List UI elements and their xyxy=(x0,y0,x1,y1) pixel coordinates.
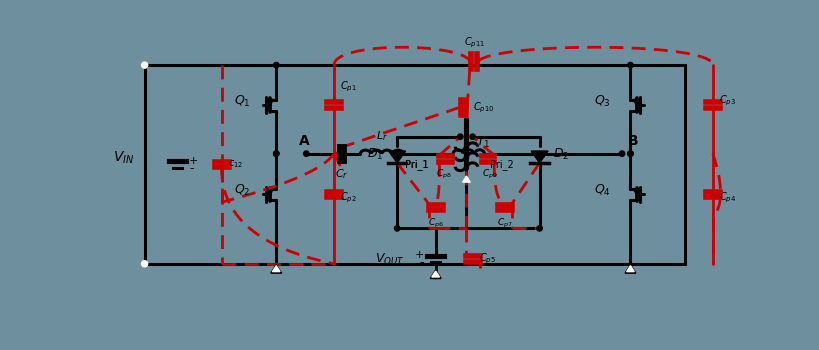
Text: $L_r$: $L_r$ xyxy=(375,129,387,143)
Text: -: - xyxy=(189,162,193,175)
Text: +: + xyxy=(189,156,198,166)
Text: $C_{p9}$: $C_{p9}$ xyxy=(481,168,497,181)
Text: $C_{p10}$: $C_{p10}$ xyxy=(472,100,493,115)
Circle shape xyxy=(142,261,147,267)
Text: $Q_1$: $Q_1$ xyxy=(234,94,251,109)
Polygon shape xyxy=(388,151,405,163)
Text: $C_{p5}$: $C_{p5}$ xyxy=(478,252,495,266)
Text: $C_{p7}$: $C_{p7}$ xyxy=(496,217,512,230)
Polygon shape xyxy=(626,266,634,272)
Circle shape xyxy=(627,151,632,156)
Text: $C_{p11}$: $C_{p11}$ xyxy=(463,35,484,50)
Text: $D_1$: $D_1$ xyxy=(366,147,382,162)
Text: Pri_1: Pri_1 xyxy=(405,159,428,170)
Polygon shape xyxy=(270,265,281,273)
Text: $C_{p1}$: $C_{p1}$ xyxy=(340,79,356,93)
Text: $D_2$: $D_2$ xyxy=(553,147,569,162)
Circle shape xyxy=(469,134,475,139)
Text: A: A xyxy=(299,134,310,148)
Text: $C_{p2}$: $C_{p2}$ xyxy=(340,190,356,205)
Circle shape xyxy=(627,151,632,156)
Circle shape xyxy=(627,62,632,68)
Text: $Q_3$: $Q_3$ xyxy=(594,94,610,109)
Circle shape xyxy=(142,62,147,68)
Polygon shape xyxy=(464,177,468,181)
Polygon shape xyxy=(430,270,441,279)
Circle shape xyxy=(274,62,278,68)
Text: $C_{p3}$: $C_{p3}$ xyxy=(718,94,735,108)
Text: $C_{p4}$: $C_{p4}$ xyxy=(718,190,735,205)
Text: $T_1$: $T_1$ xyxy=(475,134,490,150)
Circle shape xyxy=(274,151,278,156)
Text: $Q_2$: $Q_2$ xyxy=(234,183,251,198)
Text: $C_{p6}$: $C_{p6}$ xyxy=(428,217,443,230)
Text: B: B xyxy=(627,134,638,148)
Text: Pri_2: Pri_2 xyxy=(489,159,513,170)
Circle shape xyxy=(618,151,624,156)
Circle shape xyxy=(536,226,541,231)
Text: $C_{p8}$: $C_{p8}$ xyxy=(436,168,451,181)
Text: Pri_1: Pri_1 xyxy=(405,159,428,170)
Circle shape xyxy=(457,134,463,139)
Text: $Q_4$: $Q_4$ xyxy=(594,183,610,198)
Polygon shape xyxy=(462,176,470,182)
Circle shape xyxy=(274,151,278,156)
Polygon shape xyxy=(531,151,547,163)
Polygon shape xyxy=(432,271,439,277)
Text: $C_r$: $C_r$ xyxy=(335,168,348,181)
Text: $V_{OUT}$: $V_{OUT}$ xyxy=(374,252,405,267)
Polygon shape xyxy=(272,266,280,272)
Circle shape xyxy=(394,226,400,231)
Polygon shape xyxy=(624,265,635,273)
Text: +: + xyxy=(414,250,423,260)
Text: $V_{IN}$: $V_{IN}$ xyxy=(113,150,134,167)
Text: $c_{12}$: $c_{12}$ xyxy=(228,159,242,170)
Text: -: - xyxy=(419,257,423,270)
Circle shape xyxy=(303,151,309,156)
